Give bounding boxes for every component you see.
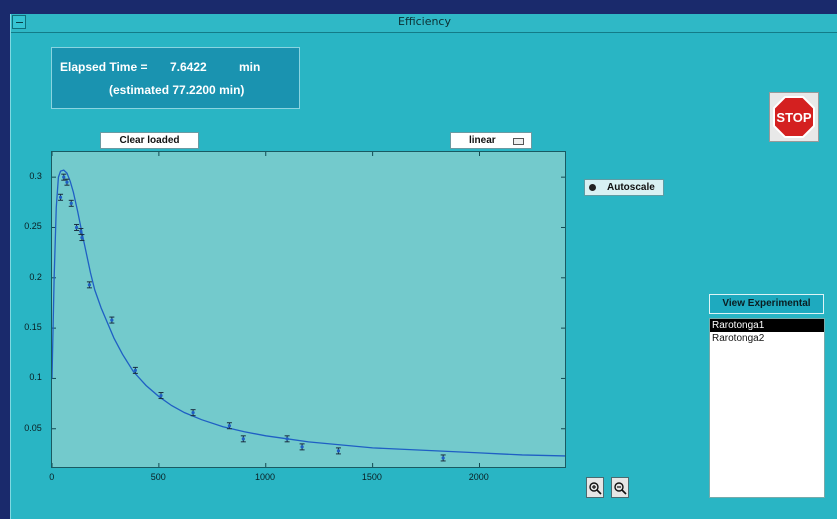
- model-curve-line: [51, 169, 566, 457]
- x-tick-label: 500: [150, 472, 166, 482]
- experimental-point: [240, 435, 246, 443]
- autoscale-toggle[interactable]: Autoscale: [584, 179, 664, 196]
- experimental-point: [132, 366, 138, 374]
- stop-button[interactable]: STOP: [769, 92, 819, 142]
- experimental-point: [299, 443, 305, 451]
- scale-select-value: linear: [469, 135, 496, 146]
- experimental-point: [79, 234, 85, 242]
- zoom-in-icon: [589, 482, 602, 495]
- elapsed-time-unit: min: [239, 60, 261, 74]
- efficiency-chart: [51, 152, 566, 467]
- autoscale-label: Autoscale: [607, 182, 655, 193]
- experimental-point: [68, 199, 74, 207]
- experimental-point: [61, 173, 67, 181]
- window-title: Efficiency: [398, 15, 451, 28]
- clear-loaded-button[interactable]: Clear loaded: [100, 132, 199, 149]
- experimental-point: [64, 178, 70, 186]
- dropdown-indicator-icon: [513, 138, 524, 145]
- window-titlebar[interactable]: Efficiency: [11, 14, 837, 33]
- experimental-point: [86, 281, 92, 289]
- elapsed-time-panel: Elapsed Time = 7.6422 min (estimated 77.…: [51, 47, 300, 109]
- elapsed-time-label: Elapsed Time =: [60, 60, 148, 74]
- elapsed-time-value: 7.6422: [170, 60, 207, 74]
- y-tick-label: 0.25: [24, 221, 42, 232]
- experiment-list-item[interactable]: Rarotonga2: [712, 333, 765, 344]
- experimental-point: [58, 193, 64, 201]
- efficiency-window: Efficiency Elapsed Time = 7.6422 min (es…: [10, 14, 837, 519]
- experimental-point: [335, 447, 341, 455]
- experimental-point: [158, 392, 164, 400]
- efficiency-plot[interactable]: [51, 151, 566, 468]
- zoom-out-icon: [614, 482, 627, 495]
- experimental-point: [440, 454, 446, 462]
- y-tick-label: 0.3: [29, 171, 42, 182]
- zoom-out-button[interactable]: [611, 477, 629, 498]
- window-menu-button[interactable]: [12, 15, 26, 29]
- x-tick-label: 1000: [254, 472, 275, 482]
- x-tick-label: 2000: [468, 472, 489, 482]
- stop-sign-icon: STOP: [773, 96, 815, 138]
- experimental-point: [284, 435, 290, 443]
- x-tick-label: 0: [49, 472, 55, 482]
- estimated-time-text: (estimated 77.2200 min): [109, 83, 245, 97]
- autoscale-radio-icon: [589, 184, 596, 191]
- view-experimental-button[interactable]: View Experimental: [709, 294, 824, 314]
- experiment-list[interactable]: Rarotonga1 Rarotonga2: [709, 318, 825, 498]
- experimental-point: [190, 409, 196, 417]
- x-tick-label: 1500: [361, 472, 382, 482]
- experimental-point: [226, 422, 232, 430]
- y-tick-label: 0.15: [24, 322, 42, 333]
- zoom-in-button[interactable]: [586, 477, 604, 498]
- y-tick-label: 0.05: [24, 422, 42, 433]
- experimental-point: [74, 223, 80, 231]
- stop-label: STOP: [776, 110, 811, 125]
- scale-select[interactable]: linear: [450, 132, 532, 149]
- experimental-point: [109, 316, 115, 324]
- y-tick-label: 0.2: [29, 271, 42, 282]
- y-tick-label: 0.1: [29, 372, 42, 383]
- experiment-list-item[interactable]: Rarotonga1: [710, 319, 824, 332]
